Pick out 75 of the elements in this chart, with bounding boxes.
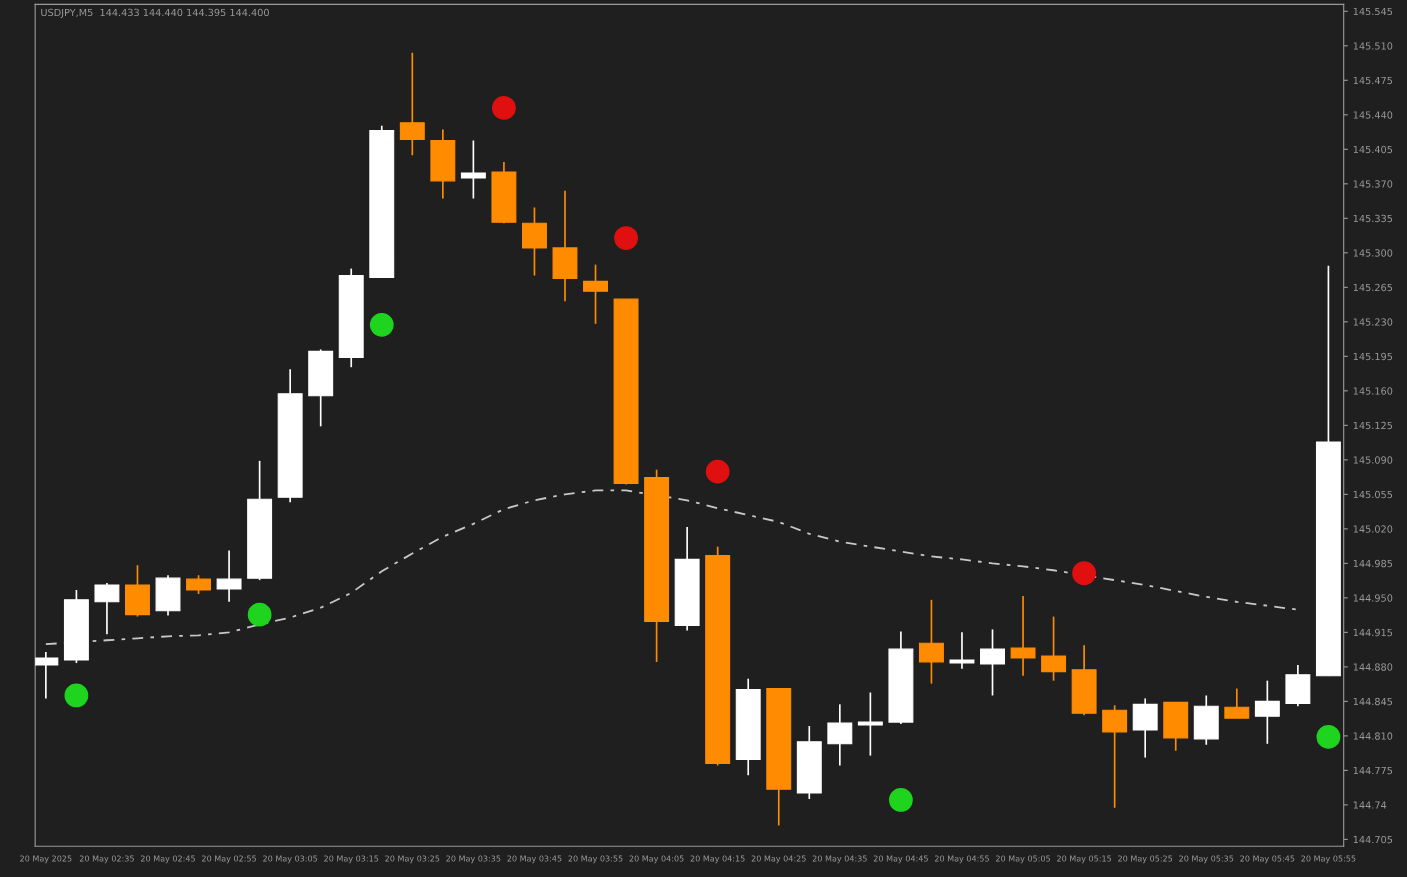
annotation: USDJPY,M5 144.433 144.440 144.395 144.400 bbox=[41, 8, 269, 18]
x-tick-label: 20 May 03:25 bbox=[385, 855, 440, 864]
candlestick bbox=[918, 599, 944, 685]
y-tick-label: 145.300 bbox=[1353, 249, 1393, 257]
y-tick-label: 145.230 bbox=[1353, 318, 1393, 326]
x-tick-label: 20 May 05:45 bbox=[1240, 855, 1295, 864]
y-tick-label: 145.545 bbox=[1353, 7, 1393, 16]
candlestick bbox=[827, 703, 853, 767]
y-tick-label: 145.195 bbox=[1353, 352, 1393, 361]
y-tick-label: 144.810 bbox=[1353, 732, 1393, 740]
x-tick-label: 20 May 05:55 bbox=[1301, 855, 1356, 864]
y-tick-label: 145.090 bbox=[1353, 456, 1393, 464]
candlestick bbox=[583, 263, 608, 325]
x-tick-label: 20 May 04:35 bbox=[812, 855, 867, 864]
y-tick-label: 145.125 bbox=[1353, 421, 1393, 430]
point bbox=[889, 788, 913, 812]
x-tick-label: 20 May 2025 bbox=[20, 855, 72, 864]
candlestick bbox=[35, 651, 59, 700]
x-tick-label: 20 May 02:35 bbox=[79, 855, 134, 864]
point bbox=[64, 683, 89, 708]
point bbox=[705, 459, 730, 484]
y-tick-label: 145.440 bbox=[1353, 111, 1393, 119]
x-tick-label: 20 May 04:45 bbox=[873, 855, 928, 864]
x-tick-label: 20 May 02:55 bbox=[202, 855, 256, 864]
y-tick-label: 144.915 bbox=[1353, 628, 1393, 637]
point bbox=[1316, 724, 1341, 749]
candlestick bbox=[186, 574, 212, 595]
x-tick-label: 20 May 04:55 bbox=[934, 855, 989, 864]
x-tick-label: 20 May 03:55 bbox=[568, 855, 623, 864]
x-tick-label: 20 May 02:45 bbox=[140, 855, 195, 864]
y-tick-label: 145.405 bbox=[1353, 145, 1393, 154]
candlestick bbox=[1224, 687, 1250, 719]
y-tick-label: 145.020 bbox=[1353, 525, 1393, 533]
candlestick bbox=[949, 631, 975, 670]
point bbox=[369, 312, 394, 337]
y-tick-label: 145.265 bbox=[1353, 283, 1393, 292]
y-tick-label: 144.985 bbox=[1353, 559, 1393, 568]
x-tick-label: 20 May 03:35 bbox=[446, 855, 501, 864]
candlestick bbox=[1102, 704, 1128, 809]
y-tick-label: 144.705 bbox=[1353, 835, 1393, 844]
x-tick-label: 20 May 03:05 bbox=[263, 855, 318, 864]
x-tick-label: 20 May 03:15 bbox=[324, 855, 379, 864]
x-tick-label: 20 May 05:35 bbox=[1179, 855, 1234, 864]
candlestick bbox=[857, 691, 883, 757]
candlestick bbox=[1254, 679, 1280, 745]
candlestick bbox=[980, 628, 1005, 697]
y-tick-label: 144.74 bbox=[1353, 801, 1387, 809]
y-tick-label: 145.510 bbox=[1353, 42, 1393, 50]
candlestick bbox=[94, 582, 120, 636]
candlestick bbox=[1010, 595, 1036, 677]
y-tick-label: 144.950 bbox=[1353, 594, 1393, 602]
y-tick-label: 144.845 bbox=[1353, 697, 1393, 706]
y-tick-label: 145.055 bbox=[1353, 490, 1393, 499]
x-tick-label: 20 May 05:05 bbox=[996, 855, 1050, 864]
line-series bbox=[44, 489, 1299, 646]
y-tick-label: 145.160 bbox=[1353, 387, 1393, 395]
x-tick-label: 20 May 05:15 bbox=[1057, 855, 1112, 864]
y-tick-label: 144.880 bbox=[1353, 663, 1393, 671]
y-tick-label: 144.775 bbox=[1353, 767, 1393, 775]
y-tick-label: 145.335 bbox=[1353, 214, 1393, 223]
x-tick-label: 20 May 03:45 bbox=[507, 855, 562, 864]
point bbox=[492, 96, 516, 120]
candlestick bbox=[460, 139, 486, 200]
x-tick-label: 20 May 04:15 bbox=[690, 855, 745, 864]
x-tick-label: 20 May 05:25 bbox=[1118, 855, 1173, 864]
x-tick-label: 20 May 04:25 bbox=[751, 855, 806, 864]
y-tick-label: 145.370 bbox=[1353, 180, 1393, 188]
y-tick-label: 145.475 bbox=[1353, 76, 1393, 85]
point bbox=[1072, 561, 1097, 586]
point bbox=[614, 226, 638, 250]
x-tick-label: 20 May 04:05 bbox=[629, 855, 684, 864]
candlestick bbox=[216, 549, 242, 603]
point bbox=[247, 602, 272, 627]
candlestick bbox=[1041, 615, 1067, 682]
candlestick bbox=[399, 51, 425, 157]
